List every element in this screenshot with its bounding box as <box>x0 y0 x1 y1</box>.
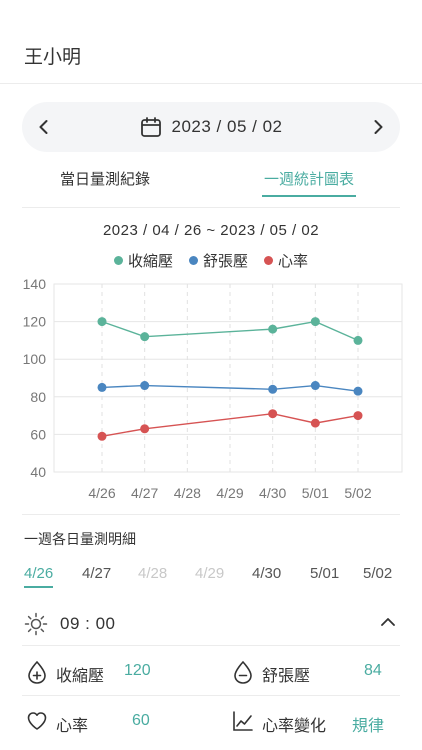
heart-rate-value: 60 <box>132 712 150 729</box>
diastolic-metric: 舒張壓 84 <box>232 652 400 692</box>
line-chart-icon <box>233 711 253 731</box>
x-tick-label: 5/02 <box>344 485 371 501</box>
weekly-line-chart: 40 60 80 100 120 140 4/26 4/27 4/28 4/29 4/30 5/01 5… <box>23 276 403 501</box>
x-tick-label: 5/01 <box>302 485 329 501</box>
x-tick-label: 4/28 <box>174 485 201 501</box>
x-tick-label: 4/29 <box>216 485 243 501</box>
day-tab-5-01[interactable]: 5/01 <box>310 565 340 582</box>
metric-divider <box>22 695 400 696</box>
next-date-button[interactable] <box>356 102 400 152</box>
chevron-left-icon <box>39 120 48 134</box>
data-point-2 <box>140 424 150 434</box>
data-point-2 <box>268 409 278 419</box>
series-line-2 <box>101 413 359 437</box>
diastolic-value: 84 <box>364 662 382 679</box>
day-tab-4-27[interactable]: 4/27 <box>82 565 112 582</box>
day-tab-5-02[interactable]: 5/02 <box>363 565 393 582</box>
day-tab-4-28: 4/28 <box>138 565 168 582</box>
day-tab-4-29: 4/29 <box>195 565 225 582</box>
day-selector: 4/26 4/27 4/28 4/29 4/30 5/01 5/02 <box>0 565 422 591</box>
sun-icon <box>24 612 48 636</box>
data-point-0 <box>353 335 363 345</box>
data-point-0 <box>140 332 150 342</box>
legend-heart-rate: 心率 <box>264 250 308 271</box>
date-display: 2023 / 05 / 02 <box>22 102 400 152</box>
view-tabs: 當日量測紀錄 一週統計圖表 <box>22 160 400 208</box>
heart-rate-change-metric: 心率變化 規律 <box>232 702 400 742</box>
x-tick-label: 4/26 <box>88 485 115 501</box>
previous-date-button[interactable] <box>22 102 66 152</box>
data-point-1 <box>353 386 363 396</box>
y-tick-label: 120 <box>23 314 47 330</box>
diastolic-label: 舒張壓 <box>262 668 311 685</box>
legend-systolic: 收縮壓 <box>113 250 173 271</box>
data-point-1 <box>140 381 150 391</box>
current-date: 2023 / 05 / 02 <box>171 117 283 136</box>
systolic-value: 120 <box>124 662 151 679</box>
data-point-1 <box>97 382 107 392</box>
page-title: 王小明 <box>24 47 82 68</box>
drop-minus-icon <box>234 660 252 684</box>
data-point-2 <box>310 418 320 428</box>
section-divider <box>22 514 400 515</box>
heart-rate-label: 心率 <box>56 718 89 735</box>
measurement-time: 09 : 00 <box>60 614 116 633</box>
data-point-0 <box>97 317 107 327</box>
systolic-metric: 收縮壓 120 <box>26 652 206 692</box>
tab-daily-records[interactable]: 當日量測紀錄 <box>60 171 151 188</box>
date-selector: 2023 / 05 / 02 <box>22 102 400 152</box>
x-tick-label: 4/27 <box>131 485 158 501</box>
detail-section-title: 一週各日量測明細 <box>24 531 136 547</box>
heart-rate-metric: 心率 60 <box>26 702 206 742</box>
heart-rate-change-value: 規律 <box>352 718 385 735</box>
legend-heart-rate-label: 心率 <box>278 253 309 270</box>
legend-diastolic-label: 舒張壓 <box>202 253 248 270</box>
y-tick-label: 140 <box>23 276 47 292</box>
chart-legend: 收縮壓 舒張壓 心率 <box>0 250 422 271</box>
x-tick-label: 4/30 <box>259 485 286 501</box>
chevron-up-icon[interactable] <box>378 612 398 632</box>
data-point-1 <box>310 381 320 391</box>
legend-systolic-label: 收縮壓 <box>127 253 173 270</box>
y-tick-label: 60 <box>30 426 46 442</box>
data-point-0 <box>268 324 278 334</box>
chart-date-range: 2023 / 04 / 26 ~ 2023 / 05 / 02 <box>102 222 320 239</box>
data-point-0 <box>310 317 320 327</box>
heart-rate-change-label: 心率變化 <box>262 718 327 735</box>
day-tab-4-26[interactable]: 4/26 <box>24 565 54 588</box>
y-tick-label: 100 <box>23 351 47 367</box>
measurement-time-row: 09 : 00 <box>22 604 400 646</box>
calendar-icon <box>140 117 161 137</box>
app-header: 王小明 <box>0 0 422 84</box>
legend-diastolic: 舒張壓 <box>188 250 248 271</box>
day-tab-4-30[interactable]: 4/30 <box>252 565 282 582</box>
plot-frame <box>53 283 403 473</box>
tab-weekly-chart[interactable]: 一週統計圖表 <box>262 168 357 197</box>
heart-icon <box>27 712 47 730</box>
data-point-2 <box>353 411 363 421</box>
drop-plus-icon <box>28 660 46 684</box>
legend-diastolic-dot <box>188 256 198 265</box>
y-tick-label: 80 <box>30 389 46 405</box>
data-point-1 <box>268 384 278 394</box>
chevron-right-icon <box>374 120 383 134</box>
data-point-2 <box>97 431 107 441</box>
y-tick-label: 40 <box>30 464 46 480</box>
legend-heart-rate-dot <box>264 256 273 265</box>
systolic-label: 收縮壓 <box>56 668 105 685</box>
legend-systolic-dot <box>113 256 123 265</box>
